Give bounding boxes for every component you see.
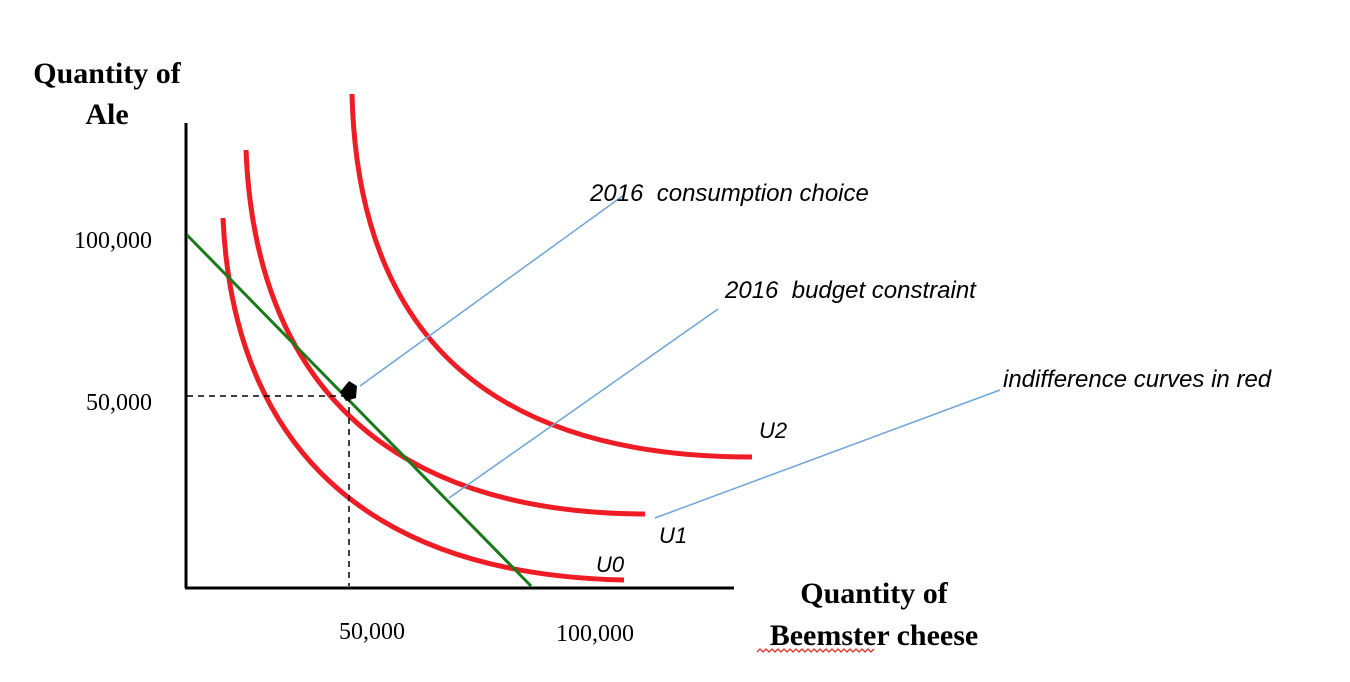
spellcheck-underline <box>756 648 875 653</box>
indifference-pointer <box>654 389 1001 519</box>
x-axis-title-line2: Beemster cheese <box>770 619 979 652</box>
x-tick-label: 50,000 <box>339 619 405 645</box>
budget-line <box>185 233 533 588</box>
y-tick-label: 50,000 <box>86 390 152 416</box>
indifference-curve-u1 <box>243 149 646 517</box>
y-axis-title-line2: Ale <box>85 98 128 131</box>
y-axis-title-line1: Quantity of <box>33 57 182 90</box>
indifference-annotation: indifference curves in red <box>1003 366 1272 393</box>
choice-pointer <box>359 194 625 387</box>
y-tick-label: 100,000 <box>74 228 152 254</box>
curve-label-u1: U1 <box>659 523 687 548</box>
budget-annotation: 2016 budget constraint <box>724 277 977 304</box>
indifference-curve-u2 <box>349 93 753 460</box>
curve-label-u0: U0 <box>596 552 625 577</box>
curve-label-u2: U2 <box>759 418 787 443</box>
budget-pointer <box>448 308 719 499</box>
x-axis-title-line1: Quantity of <box>800 577 949 610</box>
indifference-curve-u0 <box>220 217 625 583</box>
consumption-choice-point <box>340 381 357 401</box>
x-tick-label: 100,000 <box>556 621 634 647</box>
choice-annotation: 2016 consumption choice <box>589 180 869 207</box>
